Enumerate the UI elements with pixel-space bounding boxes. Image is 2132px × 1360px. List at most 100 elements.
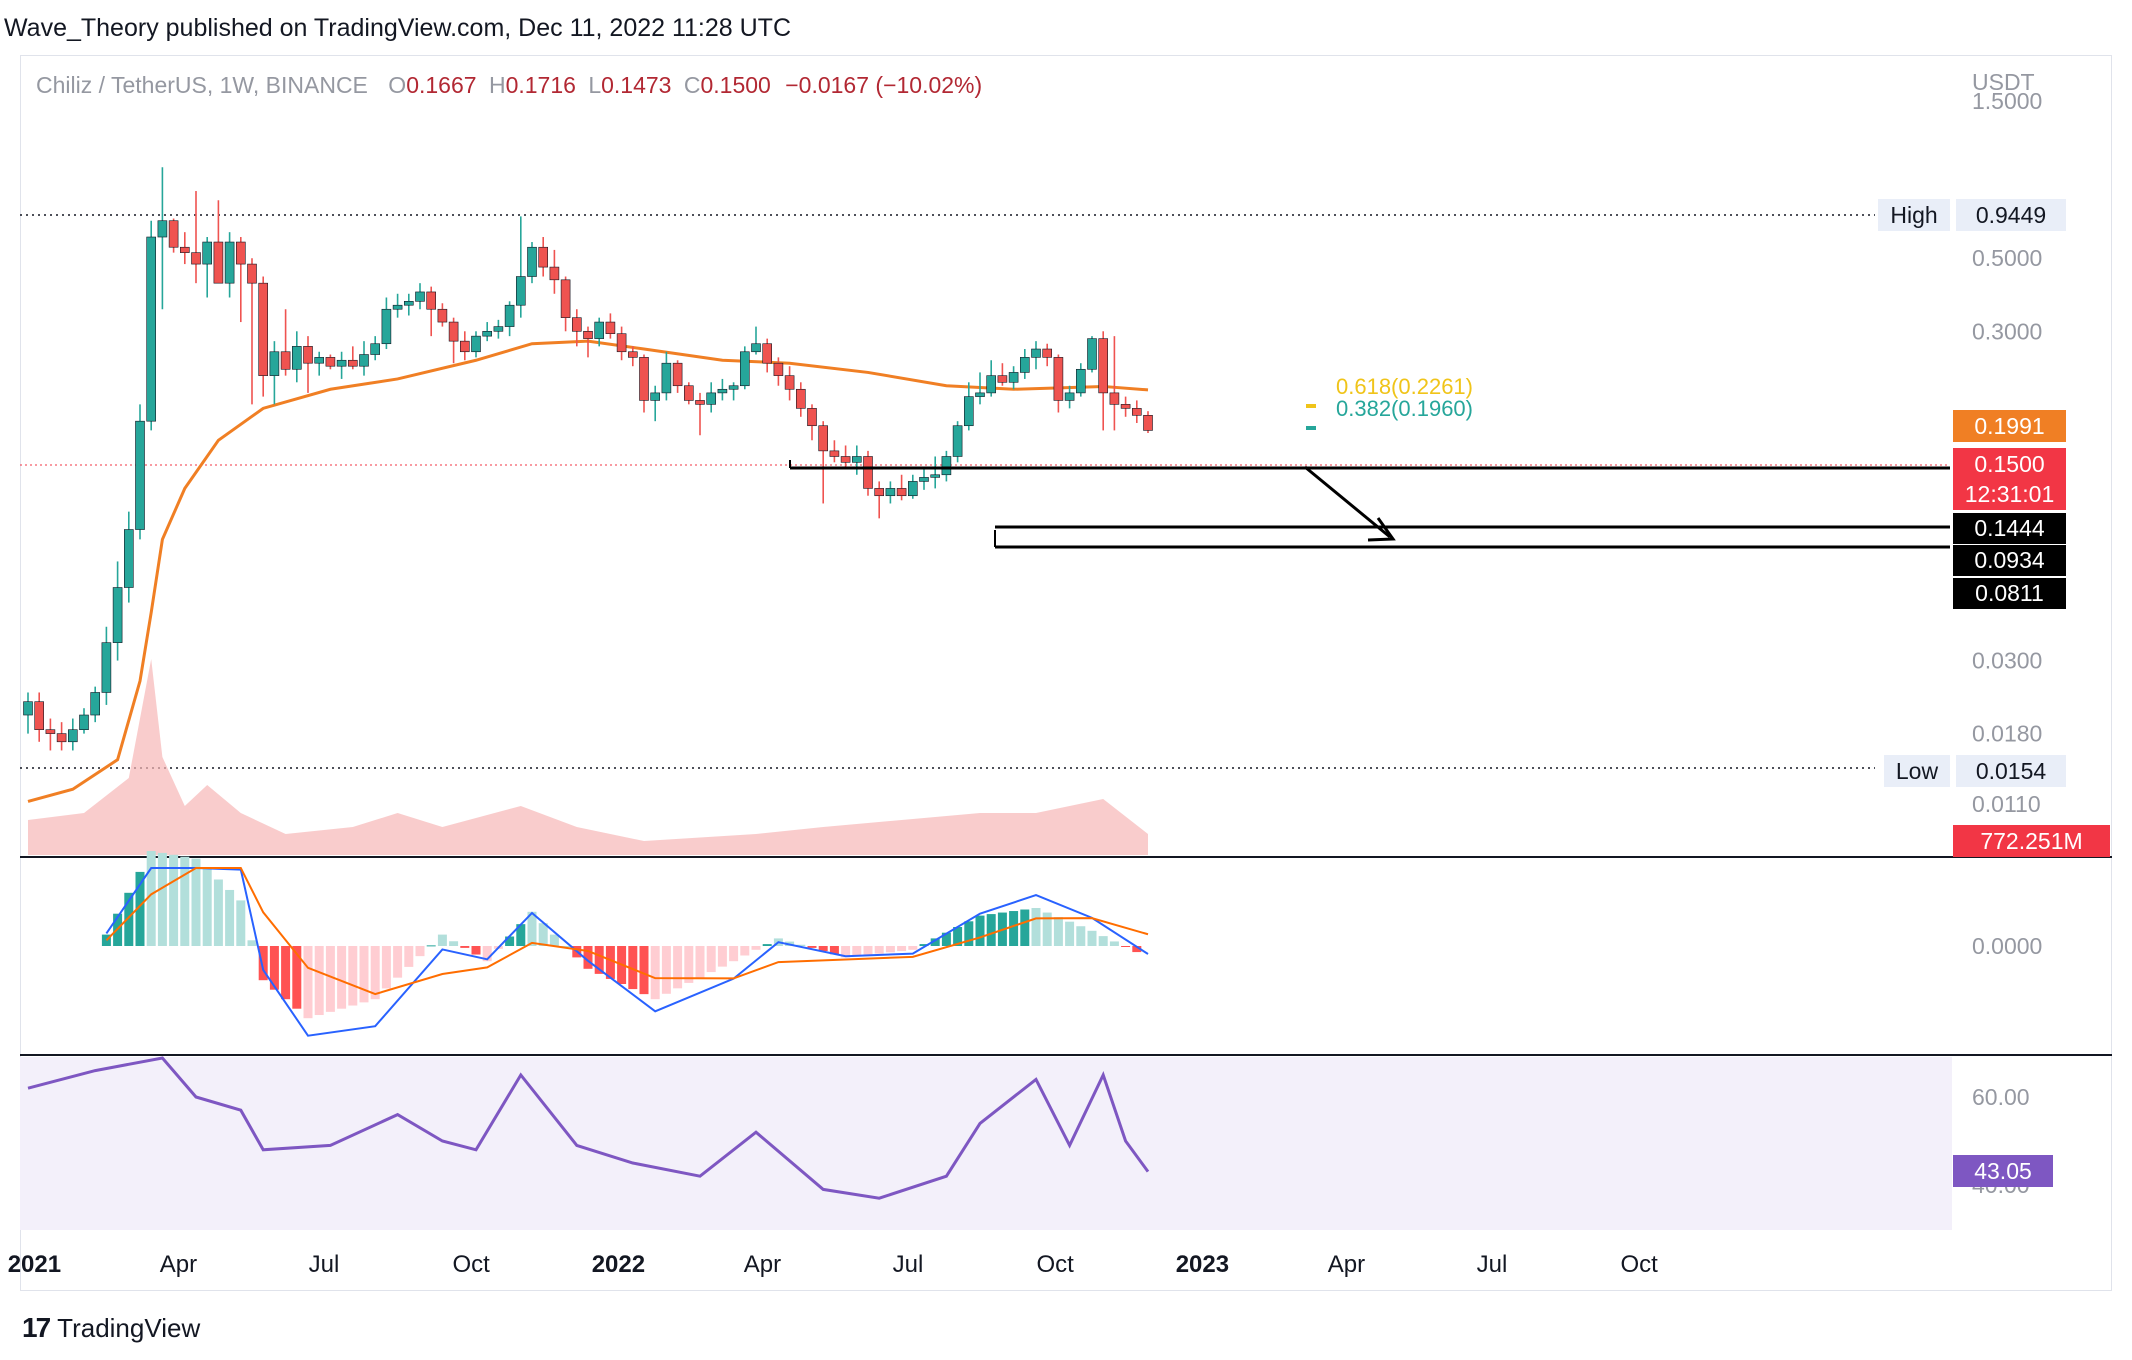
candle-body <box>952 425 963 457</box>
candle-body <box>1143 415 1153 431</box>
candle <box>135 404 145 540</box>
candle-body <box>695 400 705 405</box>
macd-bar <box>437 934 447 946</box>
candle <box>952 421 963 463</box>
candle-body <box>112 587 123 643</box>
candle-body <box>851 456 862 463</box>
macd-bar <box>650 946 660 1000</box>
candle-body <box>907 481 918 497</box>
candle-body <box>146 236 156 422</box>
candle-body <box>45 729 56 734</box>
candle <box>963 382 974 431</box>
candle <box>739 346 750 390</box>
macd-bar <box>426 945 436 947</box>
candle <box>157 167 168 310</box>
macd-bar <box>818 946 828 952</box>
macd-bar <box>482 946 492 962</box>
macd-bar <box>236 900 246 946</box>
tradingview-footer[interactable]: 17 TradingView <box>22 1312 200 1344</box>
candle-body <box>258 282 269 376</box>
macd-bar <box>169 854 179 946</box>
candle <box>1143 411 1153 434</box>
candle <box>795 382 806 417</box>
candle <box>907 474 918 499</box>
macd-bar <box>729 946 739 962</box>
low-label: L <box>588 72 602 98</box>
candle-body <box>605 321 616 334</box>
macd-bar <box>807 946 817 948</box>
candle <box>851 445 862 475</box>
candle-body <box>975 392 985 397</box>
support-lines <box>789 404 1950 549</box>
candle <box>627 346 638 367</box>
macd-bar <box>964 921 974 946</box>
candle-body <box>661 362 672 394</box>
candle-body <box>191 252 201 265</box>
price-tick-label: 0.5000 <box>1972 245 2042 271</box>
macd-bar <box>157 852 167 946</box>
candle-body <box>896 488 907 497</box>
open-label: O <box>388 72 407 98</box>
close-label: C <box>683 72 701 98</box>
candle <box>650 385 661 422</box>
macd-bar <box>381 946 391 989</box>
macd-bar <box>919 944 929 946</box>
candle <box>101 626 112 705</box>
high-label: H <box>488 72 506 98</box>
time-axis[interactable]: 2021 Apr Jul Oct 2022 Apr Jul Oct 2023 Apr Jul Oct <box>8 1251 1658 1278</box>
macd-bar <box>538 923 548 946</box>
macd-bar <box>337 946 347 1009</box>
volume-area <box>28 659 1148 855</box>
candle-body <box>1076 368 1086 394</box>
candle-body <box>650 392 661 401</box>
candle-body <box>1031 348 1041 358</box>
candle-body <box>616 333 627 353</box>
candle <box>314 351 325 376</box>
candle <box>459 331 470 361</box>
high-value: 0.1716 <box>505 72 576 98</box>
candle-body <box>807 408 817 427</box>
candle <box>784 366 795 401</box>
macd-bar <box>1087 930 1097 946</box>
candle <box>997 363 1008 386</box>
ma-value-tag: 0.1991 <box>1953 410 2066 442</box>
candle <box>124 511 134 603</box>
candle <box>471 331 481 358</box>
candle <box>840 445 851 469</box>
candle-body <box>706 392 717 405</box>
price-axis[interactable]: 1.50000.50000.30000.05000.03000.01800.01… <box>1972 88 2042 817</box>
support-tag-1: 0.1444 <box>1953 513 2066 544</box>
candle-body <box>482 330 493 337</box>
candle <box>90 686 100 723</box>
macd-bar <box>673 946 683 989</box>
candle <box>1087 336 1097 373</box>
candle-body <box>336 359 347 367</box>
candle-body <box>90 692 100 716</box>
macd-bar <box>225 889 235 946</box>
candle-body <box>594 321 605 339</box>
candle-body <box>639 357 649 401</box>
candle <box>1076 363 1086 397</box>
candle-body <box>919 477 929 482</box>
symbol-legend[interactable]: Chiliz / TetherUS, 1W, BINANCE O0.1667 H… <box>36 72 982 99</box>
macd-bar <box>1020 909 1030 946</box>
macd-bar <box>661 946 671 994</box>
macd-bar <box>325 946 335 1012</box>
macd-zero-tick: 0.0000 <box>1972 933 2042 959</box>
rsi-pane <box>27 1056 1150 1200</box>
candle-body <box>157 220 168 238</box>
macd-bar <box>449 941 459 946</box>
candle-body <box>280 351 291 370</box>
candle <box>751 326 761 355</box>
candle-body <box>717 388 728 394</box>
macd-bar <box>180 856 190 946</box>
candle-body <box>1132 408 1142 416</box>
candle-body <box>672 362 683 387</box>
macd-bar <box>348 946 358 1006</box>
price-tick-label: 1.5000 <box>1972 88 2042 114</box>
time-tick-label: Apr <box>160 1251 197 1278</box>
candle-body <box>784 375 795 390</box>
candle-body <box>448 321 459 342</box>
candle-body <box>963 396 974 427</box>
